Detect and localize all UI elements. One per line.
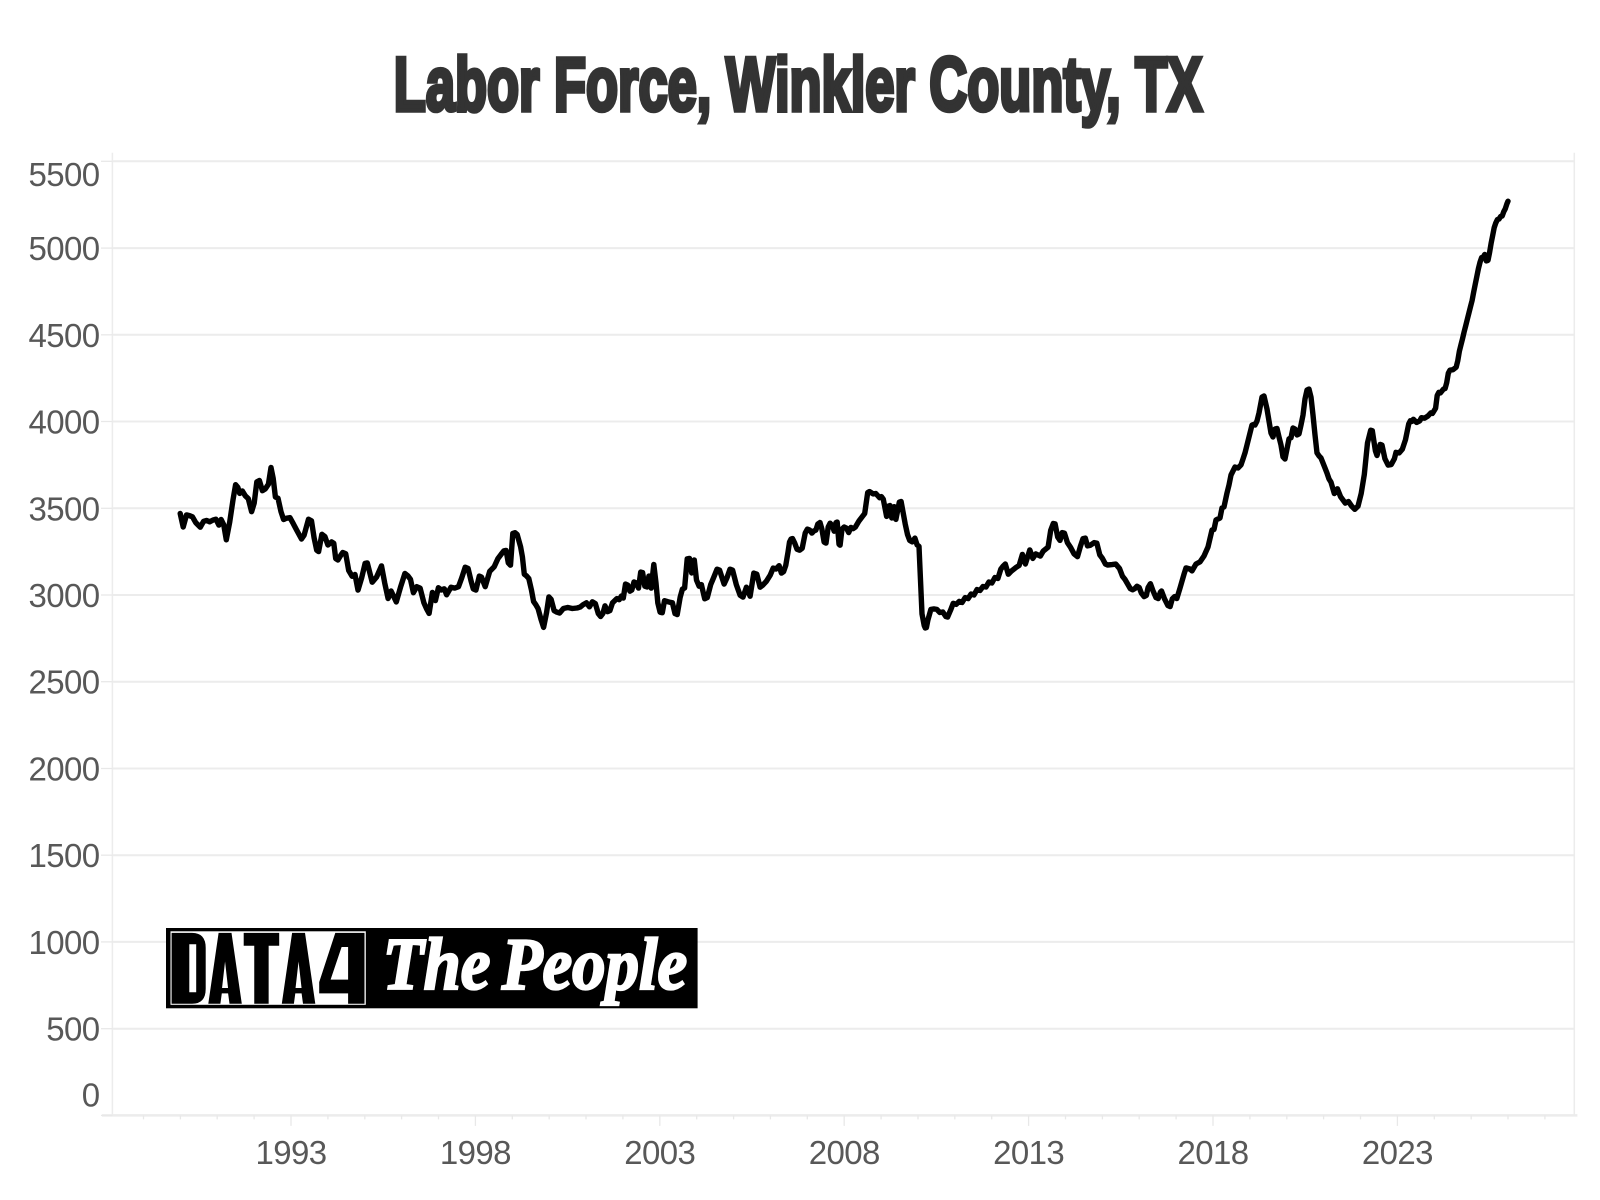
svg-text:500: 500 bbox=[46, 1011, 100, 1048]
svg-text:1500: 1500 bbox=[28, 837, 99, 874]
svg-text:1000: 1000 bbox=[28, 924, 99, 961]
svg-text:1998: 1998 bbox=[440, 1134, 511, 1171]
svg-text:Labor Force, Winkler County, T: Labor Force, Winkler County, TX bbox=[394, 42, 1202, 127]
svg-text:4500: 4500 bbox=[28, 317, 99, 354]
svg-text:2013: 2013 bbox=[993, 1134, 1064, 1171]
svg-text:2003: 2003 bbox=[624, 1134, 695, 1171]
svg-text:The People: The People bbox=[383, 924, 687, 1006]
svg-text:3500: 3500 bbox=[28, 490, 99, 527]
svg-text:3000: 3000 bbox=[28, 577, 99, 614]
svg-text:5500: 5500 bbox=[28, 156, 99, 193]
svg-text:2018: 2018 bbox=[1177, 1134, 1248, 1171]
svg-text:2008: 2008 bbox=[809, 1134, 880, 1171]
svg-text:5000: 5000 bbox=[28, 230, 99, 267]
svg-text:2500: 2500 bbox=[28, 664, 99, 701]
svg-text:4000: 4000 bbox=[28, 404, 99, 441]
svg-text:0: 0 bbox=[82, 1077, 100, 1114]
svg-text:2023: 2023 bbox=[1362, 1134, 1433, 1171]
svg-text:2000: 2000 bbox=[28, 751, 99, 788]
svg-text:1993: 1993 bbox=[255, 1134, 326, 1171]
